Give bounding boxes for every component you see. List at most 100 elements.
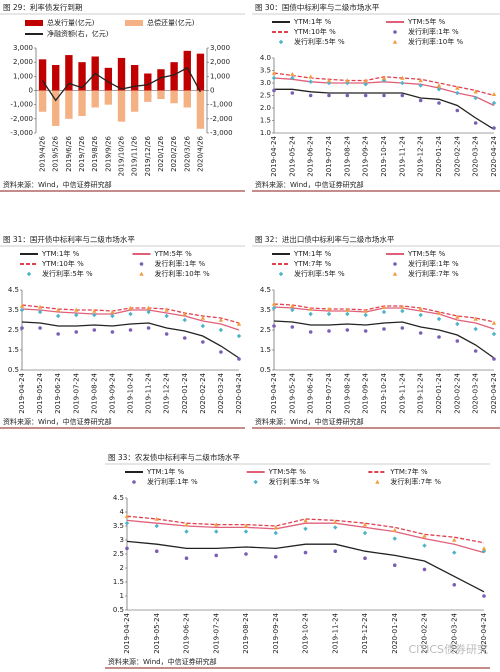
scatter-point xyxy=(290,307,295,313)
y-tick-label: 3.5 xyxy=(8,306,19,314)
bar xyxy=(196,90,205,129)
legend-swatch xyxy=(393,262,397,266)
scatter-point xyxy=(273,530,278,536)
scatter-point xyxy=(236,321,242,326)
y2-tick-label: -3,000 xyxy=(210,129,233,137)
x-tick-label: 2020/3/26 xyxy=(183,135,191,171)
scatter-point xyxy=(125,546,129,551)
scatter-point xyxy=(455,90,460,96)
scatter-point xyxy=(303,526,308,531)
scatter-point xyxy=(422,533,427,538)
bar xyxy=(65,90,73,119)
x-tick-label: 2019/11/26 xyxy=(131,135,139,176)
x-tick-label: 2020-04-24 xyxy=(235,372,243,413)
scatter-point xyxy=(74,307,79,312)
scatter-point xyxy=(74,330,79,334)
legend-swatch xyxy=(253,479,258,485)
scatter-point xyxy=(381,309,387,315)
bar xyxy=(52,65,60,91)
x-tick-label: 2019-10-24 xyxy=(380,135,388,176)
legend-label: 发行利率:1年 % xyxy=(147,477,198,486)
y-tick-label: 4.5 xyxy=(113,494,124,502)
scatter-point xyxy=(92,308,97,313)
scatter-point xyxy=(38,326,42,330)
scatter-point xyxy=(308,93,313,98)
scatter-point xyxy=(455,108,460,113)
bar xyxy=(38,90,47,112)
scatter-point xyxy=(481,546,487,551)
x-tick-label: 2019-06-24 xyxy=(307,372,315,413)
y-tick-label: 2 xyxy=(120,564,124,572)
bar xyxy=(170,90,178,104)
bar xyxy=(38,59,47,91)
y-tick-label: 1.5 xyxy=(8,346,19,354)
chart-title: 图 31：国开债中标利率与二级市场水平 xyxy=(3,234,135,244)
scatter-point xyxy=(244,552,248,556)
scatter-point xyxy=(437,101,441,105)
scatter-point xyxy=(55,307,61,312)
legend-swatch xyxy=(392,39,398,44)
scatter-point xyxy=(200,323,206,329)
scatter-point xyxy=(327,93,331,98)
x-tick-label: 2019-05-24 xyxy=(153,612,161,653)
bar xyxy=(52,90,60,126)
scatter-point xyxy=(333,525,338,530)
scatter-point xyxy=(418,331,423,335)
scatter-point xyxy=(400,93,405,98)
x-tick-label: 2019-11-24 xyxy=(398,372,406,413)
scatter-point xyxy=(164,313,169,319)
scatter-point xyxy=(400,80,405,86)
scatter-point xyxy=(400,308,405,314)
bar xyxy=(117,90,126,122)
source-note: 资料来源：Wind，中信证券研究部 xyxy=(255,417,364,426)
bar xyxy=(157,69,165,91)
scatter-point xyxy=(290,75,295,81)
x-tick-label: 2019-07-24 xyxy=(212,612,220,653)
bar xyxy=(183,50,191,91)
scatter-point xyxy=(362,522,368,527)
scatter-point xyxy=(303,550,308,555)
y-tick-label: 4.0 xyxy=(260,54,271,62)
scatter-point xyxy=(363,82,368,87)
x-tick-label: 2019-08-24 xyxy=(343,372,351,413)
scatter-point xyxy=(37,309,43,315)
scatter-point xyxy=(124,514,130,518)
legend-label: YTM:1年 % xyxy=(293,17,332,26)
legend-label: YTM:5年 % xyxy=(154,249,193,258)
y-tick-label: 0.5 xyxy=(8,366,19,374)
y-tick-label: 1.5 xyxy=(113,578,124,586)
scatter-point xyxy=(214,522,219,527)
scatter-point xyxy=(452,537,457,542)
x-tick-label: 2019-11-24 xyxy=(398,135,406,176)
scatter-point xyxy=(326,306,332,311)
x-tick-label: 2020-02-24 xyxy=(199,372,207,413)
scatter-point xyxy=(214,553,219,558)
scatter-point xyxy=(491,100,497,106)
bar xyxy=(130,90,139,112)
scatter-point xyxy=(452,583,457,587)
scatter-point xyxy=(345,311,350,317)
x-tick-label: 2019-06-24 xyxy=(54,372,62,413)
y-tick-label: -3,000 xyxy=(10,129,33,137)
scatter-point xyxy=(271,305,277,311)
scatter-point xyxy=(473,121,478,125)
scatter-point xyxy=(436,87,442,92)
series-line xyxy=(21,308,240,331)
scatter-point xyxy=(200,315,206,320)
scatter-point xyxy=(308,74,313,79)
x-tick-label: 2020-01-24 xyxy=(181,372,189,413)
scatter-point xyxy=(492,357,496,361)
legend-label: YTM:1年 % xyxy=(146,467,185,476)
legend-label: 总偿还量(亿元) xyxy=(147,18,195,27)
bar xyxy=(104,67,113,91)
bar xyxy=(144,73,152,91)
bar xyxy=(91,90,99,108)
y2-tick-label: 2,000 xyxy=(210,58,230,66)
scatter-point xyxy=(56,332,60,336)
bar xyxy=(65,55,73,91)
legend-label: YTM:5年 % xyxy=(407,249,446,258)
scatter-point xyxy=(422,543,427,548)
x-tick-label: 2019/10/26 xyxy=(118,135,126,176)
bar xyxy=(157,90,165,99)
